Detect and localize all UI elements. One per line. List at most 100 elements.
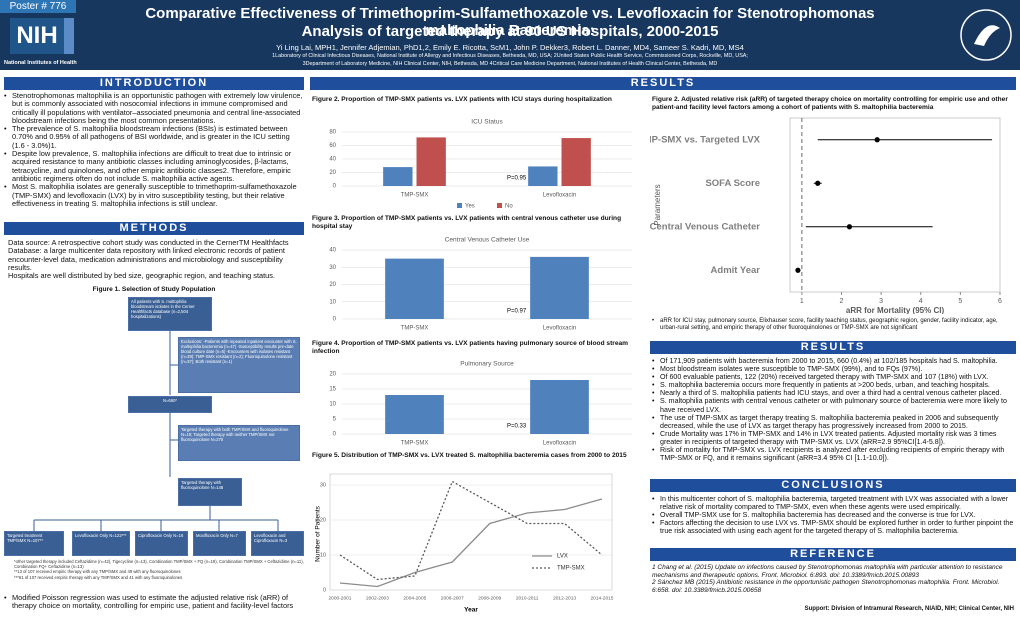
legend-swatch [457,203,462,208]
series-line [339,498,603,588]
bullet: Of 171,909 patients with bacteremia from… [652,357,1014,365]
y-tick-label: 20 [320,517,326,523]
forest-note-list: aRR for ICU stay, pulmonary source, Elix… [652,318,1014,332]
figure-title: Figure 2. Adjusted relative risk (aRR) o… [652,96,1008,111]
y-tick-label: 10 [320,552,326,558]
legend-label: LVX [557,554,568,560]
x-tick-label: 2010-2011 [516,595,539,601]
footnote: ***61 of 107 received empiric therapy wi… [14,574,183,580]
x-tick-label: 4 [919,298,923,305]
flow-node: Levofloxacin Only N=122*** [72,531,130,556]
y-tick-label: 0 [333,317,337,323]
chart: 0 10 20 30 2000-2001 2002-2003 2004-2005 2006-2… [315,473,614,614]
bullet: Most bloodstream isolates were susceptib… [652,365,1014,373]
x-tick-label: 2 [840,298,844,305]
y-tick-label: 15 [329,387,336,393]
bar [385,258,444,319]
legend-label: Yes [465,204,475,210]
y-tick-label: 40 [329,248,336,254]
x-tick-label: TMP-SMX [401,441,429,447]
paragraph: Data source: A retrospective cohort stud… [8,238,289,272]
x-tick-label: 5 [958,298,962,305]
plot-frame [789,117,1001,293]
title-line-1: Comparative Effectiveness of Trimethopri… [145,5,875,39]
bar [530,256,589,319]
x-axis-label: Year [464,607,478,614]
bar [561,138,591,186]
affiliations: 1Laboratory of Clinical Infectious Disea… [272,53,748,59]
x-tick-label: 2000-2001 [329,595,352,601]
bar [530,380,589,434]
section-heading: CONCLUSIONS [650,479,1016,492]
hhs-logo [960,9,1012,61]
legend-label: TMP-SMX [557,566,585,572]
logo-eagle [974,25,1000,46]
support: Support: Division of Intramural Research… [804,606,1014,612]
chart: Central Venous Catheter Use 0 10 20 30 40 TMP-… [329,237,632,332]
bullet: The prevalence of S. maltophilia bloodst… [4,125,304,150]
nih-logo: NIH [10,18,74,54]
logo-caption: National Institutes of Health [4,60,77,66]
flow-node: Exclusions: -Patients with repeated inpa… [178,337,300,393]
bullet: S. maltophilia bacteremia occurs more fr… [652,381,1014,389]
y-tick-label: 5 [333,417,337,423]
bullet: Overall TMP-SMX use for S. maltophilia b… [652,511,1014,519]
bullet: In this multicenter cohort of S. maltoph… [652,495,1014,511]
x-tick-label: Levofloxacin [543,441,576,447]
chart-title: Pulmonary Source [460,361,514,368]
figure-title: Figure 4. Proportion of TMP-SMX patients… [312,340,629,355]
bullet: Risk of mortality for TMP-SMX vs. LVX re… [652,446,1014,462]
poster-number: Poster # 776 [0,0,76,13]
annotation: P=0.33 [507,424,527,430]
section-heading: RESULTS [310,77,1016,90]
section-heading: RESULTS [650,341,1016,354]
x-tick-label: 6 [998,298,1002,305]
authors: Yi Ling Lai, MPH1, Jennifer Adjemian, Ph… [276,43,744,52]
header-band [0,0,1020,70]
figure-title: Figure 1. Selection of Study Population [92,286,216,293]
x-tick-label: 2004-2005 [403,595,426,601]
forest-note: aRR for ICU stay, pulmonary source, Elix… [652,318,1014,332]
x-axis-label: aRR for Mortality (95% CI) [846,306,945,314]
flow-node: Targeted treatment TMP/SMX N=107** [4,531,64,556]
footnote: **13 of 107 received empiric therapy wit… [14,569,181,575]
reference: 1 Chang et al. (2015) Update on infectio… [652,564,1003,579]
y-tick-label: 20 [329,282,336,288]
section-heading: METHODS [4,222,304,235]
bullet: Stenotrophomonas maltophilia is an oppor… [4,91,304,125]
y-tick-label: 0 [333,432,337,438]
y-tick-label: SOFA Score [705,178,760,189]
annotation: P=0.95 [507,176,527,182]
flowchart-arrows [33,331,279,531]
section-heading: INTRODUCTION [4,77,304,90]
bar [416,137,446,186]
y-tick-label: Admit Year [711,265,761,276]
reference: 2 Sánchez MB (2015) Antibiotic resistanc… [652,579,1000,594]
title-line-2: Analysis of targeted therapy at 90 US Ho… [301,23,719,40]
estimate-point [846,224,853,230]
flow-node: Levofloxacin and Ciprofloxacin N=3 [251,531,304,556]
results-list: Of 171,909 patients with bacteremia from… [652,357,1014,462]
x-tick-label: 1 [800,298,804,305]
y-tick-label: 0 [323,587,326,593]
flow-node: N=660* [128,396,212,413]
estimate-point [815,180,821,186]
chart: 1 2 3 4 5 6 Targeted TMP-SMX vs. Targeted LVX S… [650,117,1002,314]
bar [385,395,444,434]
footnotes: *other targeted therapy included Ceftazi… [14,559,304,580]
x-tick-label: TMP-SMX [401,326,429,332]
x-tick-label: 2014-2015 [591,595,614,601]
y-axis-label: Parameters [653,184,662,225]
y-tick-label: 80 [329,130,336,136]
chart: Pulmonary Source 0 5 10 15 20 TMP-SMX Levofloxa… [329,361,632,447]
y-tick-label: 10 [329,402,336,408]
x-tick-label: 2006-2007 [441,595,464,601]
x-tick-label: 2008-2009 [478,595,501,601]
y-tick-label: Targeted TMP-SMX vs. Targeted LVX [650,134,761,145]
methods-text: Data source: A retrospective cohort stud… [8,238,302,280]
figure-title: Figure 5. Distribution of TMP-SMX vs. LV… [312,452,627,459]
bullet: Despite low prevalence, S. maltophilia i… [4,149,304,183]
estimate-point [874,137,880,143]
